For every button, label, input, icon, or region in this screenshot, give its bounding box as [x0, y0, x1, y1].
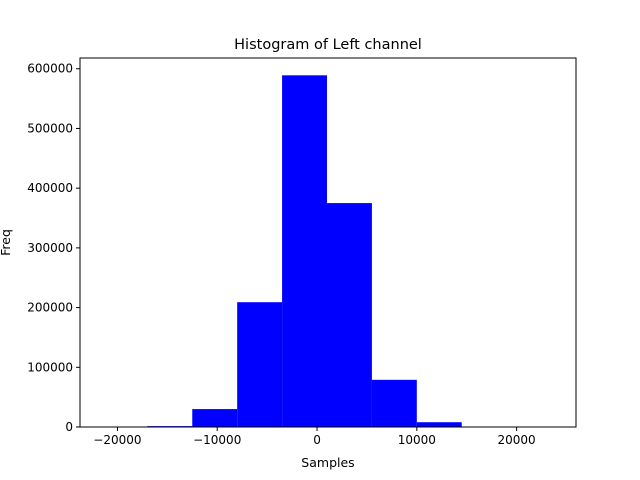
- axes-frame: [79, 57, 577, 428]
- x-tick-label: −10000: [193, 433, 241, 447]
- x-tick-label: 0: [313, 433, 321, 447]
- histogram-bar: [237, 302, 283, 427]
- y-axis-ticks: 0 100000 200000 300000 400000 500000 600000: [27, 62, 80, 434]
- x-axis-label: Samples: [301, 455, 354, 470]
- chart-title: Histogram of Left channel: [234, 37, 422, 53]
- y-tick-label: 100000: [27, 360, 73, 374]
- histogram-bar: [192, 409, 238, 427]
- histogram-bar: [416, 422, 462, 427]
- x-axis-ticks: −20000 −10000 0 10000 20000: [93, 427, 536, 447]
- y-tick-label: 400000: [27, 181, 73, 195]
- histogram-bar: [327, 203, 372, 427]
- y-tick-label: 500000: [27, 121, 73, 135]
- histogram-bar: [282, 75, 328, 427]
- y-tick-label: 600000: [27, 62, 73, 76]
- y-tick-label: 300000: [27, 241, 73, 255]
- y-axis-label: Freq: [0, 229, 13, 256]
- y-tick-label: 0: [65, 420, 73, 434]
- y-tick-label: 200000: [27, 301, 73, 315]
- x-tick-label: 20000: [498, 433, 536, 447]
- x-tick-label: 10000: [398, 433, 436, 447]
- histogram-bar: [371, 379, 417, 427]
- x-tick-label: −20000: [93, 433, 141, 447]
- bars-group: [147, 75, 507, 427]
